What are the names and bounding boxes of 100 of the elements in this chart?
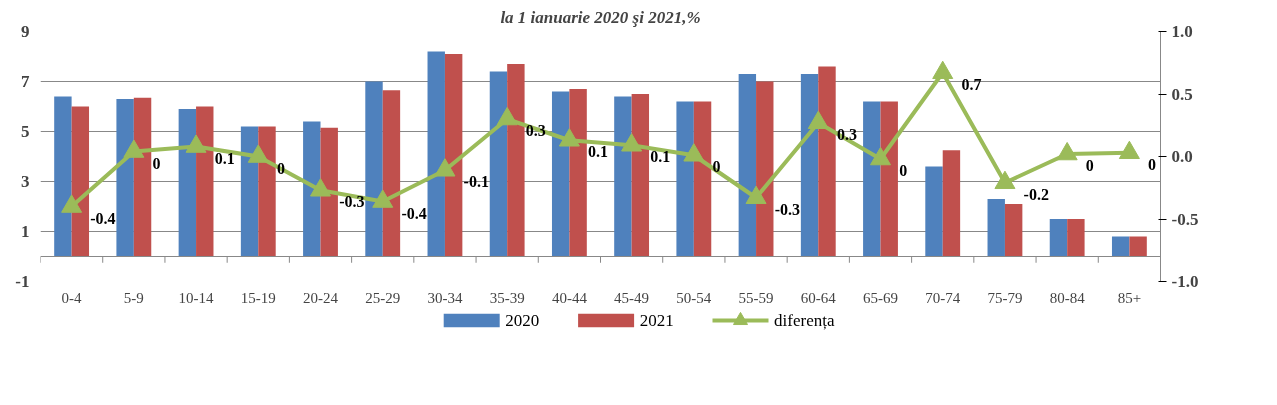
y-tick-label: 7	[21, 72, 30, 91]
data-label: 0	[152, 154, 161, 172]
bar	[71, 106, 90, 257]
data-label: 0	[1148, 155, 1157, 173]
point	[247, 144, 269, 163]
y2-tick-label: 0.0	[1171, 147, 1193, 166]
x-tick-label: 70-74	[925, 289, 961, 306]
data-label: 0.3	[525, 122, 546, 139]
point	[932, 60, 954, 80]
point	[745, 185, 767, 205]
y2-tick-label: -0.5	[1171, 209, 1199, 229]
point	[61, 194, 83, 213]
x-tick-label: 30-34	[427, 289, 463, 306]
y2-tick-label: 1.0	[1171, 22, 1193, 41]
data-label: 0	[276, 159, 285, 177]
bar	[427, 51, 445, 257]
x-tick-label: 80-84	[1049, 289, 1086, 306]
bar	[800, 74, 819, 257]
legend-label: 2021	[639, 311, 674, 330]
bar	[1049, 219, 1068, 257]
x-tick-label: 75-79	[987, 289, 1023, 306]
bar	[676, 101, 694, 257]
bar	[258, 126, 276, 257]
bar	[54, 96, 72, 257]
point	[621, 133, 643, 152]
data-label: -0.4	[401, 204, 427, 222]
bar	[116, 99, 134, 257]
data-label: -0.4	[90, 209, 116, 227]
point	[870, 146, 891, 166]
y-tick-label: 3	[21, 172, 30, 191]
x-tick-label: 50-54	[676, 289, 712, 306]
bar	[880, 101, 898, 257]
bar	[863, 101, 881, 257]
x-tick-label: 65-69	[863, 289, 898, 306]
bar	[631, 94, 650, 257]
data-label: 0	[1085, 157, 1094, 174]
legend-label: 2020	[505, 311, 540, 330]
data-label: 0	[899, 162, 908, 179]
x-tick-label: 85+	[1117, 289, 1142, 306]
bar	[133, 97, 152, 257]
x-tick-label: 0-4	[61, 289, 83, 306]
point	[807, 110, 829, 130]
bar	[1111, 236, 1130, 257]
point	[496, 106, 518, 126]
x-tick-label: 40-44	[551, 289, 588, 306]
x-tick-label: 45-49	[614, 289, 650, 306]
bar	[818, 66, 836, 257]
y-tick-label: -1	[15, 272, 30, 291]
bar	[178, 109, 197, 257]
bar	[365, 81, 383, 257]
x-tick-label: 5-9	[123, 289, 144, 306]
y2-tick-label: 0.5	[1171, 84, 1193, 104]
bar	[614, 96, 632, 257]
bar	[942, 150, 961, 257]
bar	[382, 90, 401, 257]
bar	[196, 106, 214, 257]
y2-tick-label: -1.0	[1171, 272, 1199, 291]
point	[1118, 140, 1140, 160]
bar	[987, 199, 1005, 257]
data-label: 0.7	[961, 75, 982, 93]
chart-title: la 1 ianuarie 2020 şi 2021,%	[500, 7, 701, 27]
bar	[1067, 219, 1085, 257]
bar	[320, 127, 338, 257]
bar	[303, 121, 321, 257]
bar	[925, 166, 943, 257]
data-label: -0.1	[463, 173, 489, 191]
point	[994, 170, 1016, 190]
point	[123, 139, 145, 158]
data-label: -0.2	[1023, 185, 1049, 203]
y-tick-label: 9	[21, 22, 30, 41]
bar	[738, 74, 757, 257]
data-label: -0.3	[339, 193, 365, 211]
y-tick-label: 1	[21, 222, 30, 241]
y-tick-label: 5	[21, 122, 30, 141]
bar	[569, 89, 587, 257]
point	[683, 143, 705, 162]
x-tick-label: 55-59	[738, 289, 774, 306]
point	[558, 128, 580, 147]
bar	[756, 81, 774, 257]
data-label: 0.1	[214, 149, 235, 167]
bar	[240, 126, 259, 257]
bar	[551, 91, 570, 257]
point	[372, 189, 394, 208]
data-label: 0.1	[588, 143, 609, 161]
point	[310, 178, 331, 197]
x-tick-label: 10-14	[178, 289, 215, 306]
bar	[444, 54, 463, 257]
bar	[1129, 236, 1147, 257]
x-tick-label: 60-64	[800, 289, 837, 306]
x-tick-label: 35-39	[489, 289, 525, 306]
bar	[489, 71, 508, 257]
x-tick-label: 15-19	[240, 289, 276, 306]
point	[185, 134, 207, 153]
legend-label: diferența	[774, 311, 835, 330]
x-tick-label: 20-24	[303, 289, 339, 306]
data-label: -0.3	[774, 200, 801, 218]
point	[1056, 141, 1078, 161]
point	[434, 158, 456, 177]
bar	[1004, 204, 1023, 257]
bar	[693, 101, 712, 257]
